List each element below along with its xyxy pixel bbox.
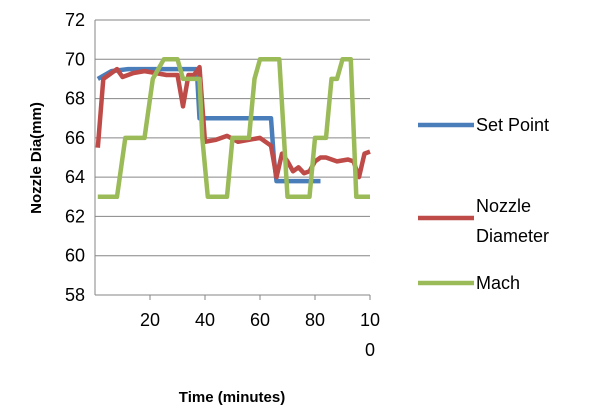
x-tick-label: 20 — [140, 310, 160, 330]
legend-label-nozzle-diameter: Diameter — [476, 226, 549, 246]
x-tick-label: 10 — [360, 310, 380, 330]
y-tick-label: 62 — [65, 206, 85, 226]
legend-label-nozzle-diameter: Nozzle — [476, 196, 531, 216]
series-line-mach — [97, 57, 370, 200]
y-tick-label: 60 — [65, 246, 85, 266]
x-tick-label: 0 — [365, 340, 375, 360]
y-tick-label: 66 — [65, 128, 85, 148]
y-tick-label: 70 — [65, 49, 85, 69]
y-tick-label: 68 — [65, 89, 85, 109]
series-lines — [95, 57, 371, 200]
axes — [94, 20, 371, 300]
legend: Set Point Nozzle Diameter Mach — [418, 115, 549, 293]
y-axis-title: Nozzle Dia(mm) — [28, 102, 45, 214]
y-tick-label: 64 — [65, 167, 85, 187]
legend-label-mach: Mach — [476, 273, 520, 293]
x-axis-title: Time (minutes) — [179, 389, 285, 406]
legend-label-set-point: Set Point — [476, 115, 549, 135]
x-tick-label: 40 — [195, 310, 215, 330]
x-tick-label: 80 — [305, 310, 325, 330]
y-tick-label: 72 — [65, 10, 85, 30]
y-tick-label: 58 — [65, 285, 85, 305]
x-tick-label: 60 — [250, 310, 270, 330]
